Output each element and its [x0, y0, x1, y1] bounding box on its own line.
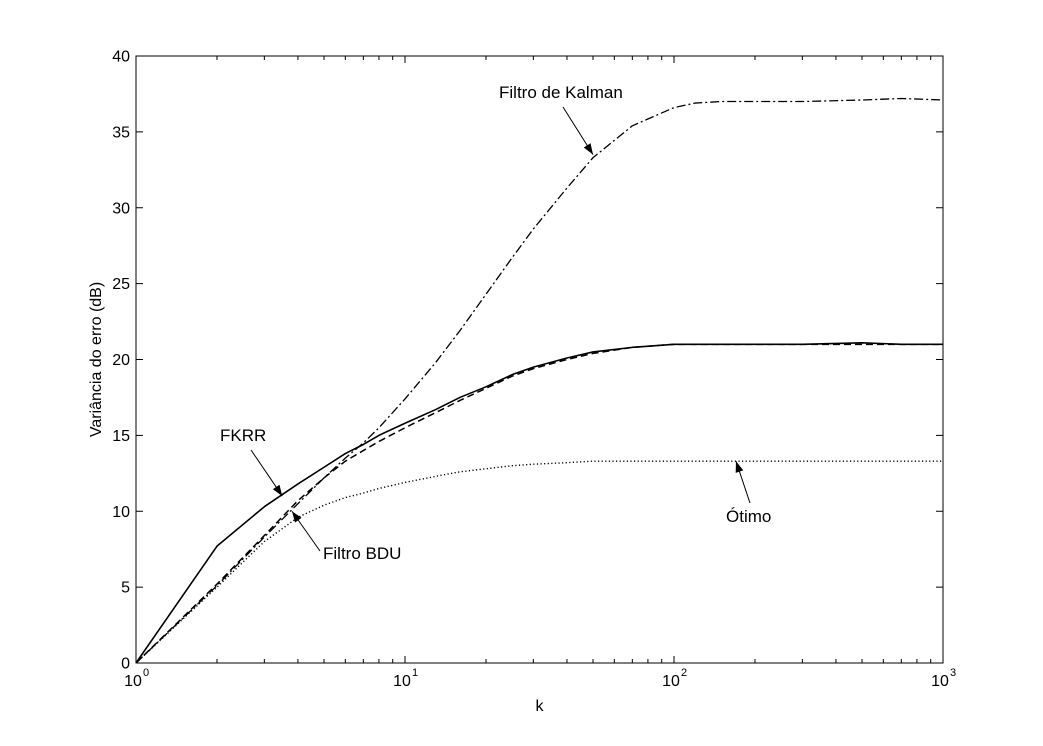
annotation-label: Filtro BDU [323, 544, 401, 563]
x-tick-label: 10 [124, 673, 142, 690]
x-tick-exponent: 0 [143, 667, 149, 679]
y-tick-label: 10 [112, 504, 130, 521]
series-line-filtro-de-kalman [135, 97, 944, 664]
y-tick-label: 20 [112, 352, 130, 369]
y-tick-label: 40 [112, 49, 130, 66]
y-tick-label: 35 [112, 124, 130, 141]
x-tick-exponent: 2 [681, 667, 687, 679]
marks-layer [135, 97, 944, 664]
annotation-arrowhead [291, 511, 302, 523]
x-tick-label: 10 [931, 673, 949, 690]
annotation-arrowhead [272, 484, 283, 497]
annotation-label: Ótimo [726, 507, 771, 526]
x-tick-label: 10 [662, 673, 680, 690]
annotation-arrowhead [583, 143, 594, 155]
x-tick-exponent: 1 [412, 667, 418, 679]
series-line-fkrr [135, 342, 943, 664]
plot-frame [135, 55, 944, 664]
annotations-layer: Filtro de Kalman FKRR Filtro BDU Ótimo [220, 83, 771, 563]
y-tick-label: 25 [112, 276, 130, 293]
y-tick-label: 0 [121, 656, 130, 673]
x-tick-label: 10 [393, 673, 411, 690]
annotation-label: Filtro de Kalman [499, 83, 623, 102]
series-line--timo [135, 460, 943, 664]
annotation-arrowhead [735, 461, 744, 473]
y-tick-label: 5 [121, 580, 130, 597]
x-tick-exponent: 3 [950, 667, 956, 679]
annotation-label: FKRR [220, 426, 266, 445]
y-tick-label: 15 [112, 428, 130, 445]
y-tick-label: 30 [112, 200, 130, 217]
y-axis-label: Variância do erro (dB) [88, 282, 105, 437]
x-axis-label: k [536, 698, 545, 715]
series-line-filtro-bdu [135, 343, 943, 664]
